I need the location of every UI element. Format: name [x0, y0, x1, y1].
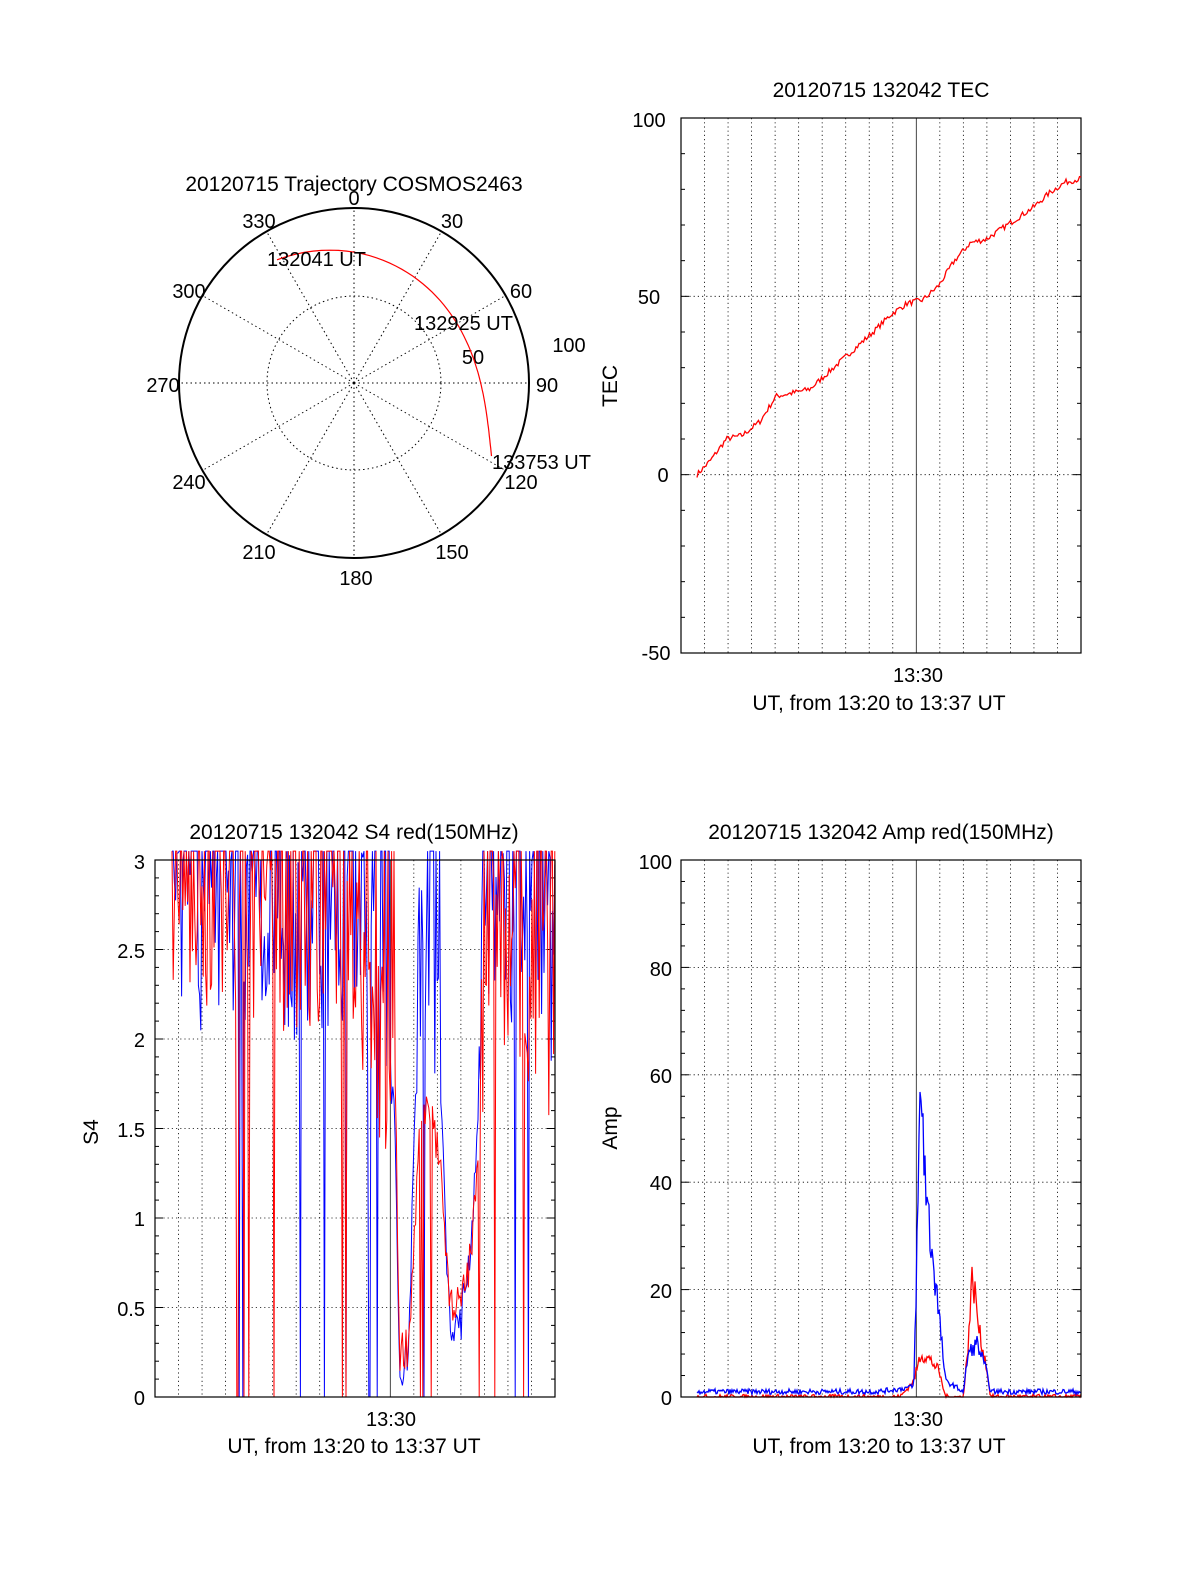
tec-grid	[681, 117, 1081, 654]
tec-ytick-minus50: -50	[642, 643, 671, 665]
polar-azimuth-labels: 0 30 60 90 120 150 180 210 240 270 300 330	[146, 188, 558, 590]
s4-ytick-2p5: 2.5	[117, 941, 145, 963]
amp-ytick-20: 20	[650, 1281, 672, 1303]
amp-y-axis-label: Amp	[599, 1106, 622, 1149]
polar-spoke-210	[266, 382, 355, 535]
polar-azimuth-label-300: 300	[172, 281, 205, 303]
trajectory-end-label: 133753 UT	[492, 452, 591, 474]
tec-ytick-100: 100	[632, 110, 665, 132]
polar-azimuth-label-30: 30	[441, 211, 463, 233]
s4-ytick-1: 1	[134, 1209, 145, 1231]
tec-series-red	[696, 175, 1082, 478]
s4-panel: 20120715 132042 S4 red(150MHz) 3 2.5 2 1…	[80, 821, 556, 1458]
s4-ytick-0: 0	[134, 1388, 145, 1410]
amp-x-axis-label: UT, from 13:20 to 13:37 UT	[752, 1435, 1005, 1458]
s4-ytick-3: 3	[134, 852, 145, 874]
tec-plot-frame	[680, 117, 1082, 654]
amp-ytick-0: 0	[661, 1388, 672, 1410]
amp-series	[696, 1091, 1082, 1399]
tec-ytick-50: 50	[638, 287, 660, 309]
amp-ytick-40: 40	[650, 1173, 672, 1195]
polar-spoke-240	[202, 382, 355, 471]
amp-xtick-1330: 13:30	[893, 1409, 943, 1431]
s4-series-red	[171, 850, 556, 1398]
s4-ytick-0p5: 0.5	[117, 1299, 145, 1321]
tec-x-axis-label: UT, from 13:20 to 13:37 UT	[752, 692, 1005, 715]
s4-ytick-1p5: 1.5	[117, 1120, 145, 1142]
polar-azimuth-label-120: 120	[504, 472, 537, 494]
amp-panel: 20120715 132042 Amp red(150MHz) 100 80 6…	[599, 821, 1082, 1458]
polar-azimuth-label-90: 90	[536, 375, 558, 397]
polar-azimuth-label-330: 330	[242, 211, 275, 233]
s4-title: 20120715 132042 S4 red(150MHz)	[189, 821, 518, 844]
trajectory-mid-label: 132925 UT	[414, 313, 513, 335]
polar-grid	[179, 208, 529, 558]
polar-azimuth-label-150: 150	[435, 542, 468, 564]
s4-ytick-2: 2	[134, 1030, 145, 1052]
trajectory-start-label: 132041 UT	[267, 249, 366, 271]
tec-panel: 20120715 132042 TEC 100 50 0 -50 TEC 13:…	[599, 79, 1082, 715]
amp-series-red	[696, 1266, 1082, 1399]
tec-y-axis-label: TEC	[599, 365, 622, 407]
polar-azimuth-label-210: 210	[242, 542, 275, 564]
polar-azimuth-label-180: 180	[339, 568, 372, 590]
polar-azimuth-label-60: 60	[510, 281, 532, 303]
s4-series	[171, 850, 556, 1398]
s4-xtick-1330: 13:30	[366, 1409, 416, 1431]
amp-ytick-100: 100	[639, 852, 672, 874]
polar-title: 20120715 Trajectory COSMOS2463	[185, 173, 522, 196]
amp-series-blue	[696, 1091, 1082, 1397]
polar-azimuth-label-270: 270	[146, 375, 179, 397]
amp-plot-frame	[680, 859, 1082, 1398]
amp-ytick-60: 60	[650, 1066, 672, 1088]
tec-title: 20120715 132042 TEC	[773, 79, 990, 102]
amp-grid	[681, 859, 1081, 1398]
polar-spoke-300	[202, 295, 355, 384]
polar-azimuth-label-240: 240	[172, 472, 205, 494]
tec-ytick-0: 0	[657, 465, 668, 487]
amp-ytick-80: 80	[650, 959, 672, 981]
s4-y-axis-label: S4	[80, 1119, 103, 1145]
tec-xtick-1330: 13:30	[893, 665, 943, 687]
trajectory-curve	[276, 249, 493, 457]
polar-ring-label-100: 100	[552, 335, 585, 357]
polar-panel: 20120715 Trajectory COSMOS2463 0 30 60 90 12…	[146, 173, 591, 590]
amp-title: 20120715 132042 Amp red(150MHz)	[708, 821, 1054, 844]
polar-azimuth-label-0: 0	[348, 188, 359, 210]
s4-x-axis-label: UT, from 13:20 to 13:37 UT	[227, 1435, 480, 1458]
polar-outer-circle	[178, 207, 530, 559]
s4-plot-frame	[154, 859, 556, 1398]
